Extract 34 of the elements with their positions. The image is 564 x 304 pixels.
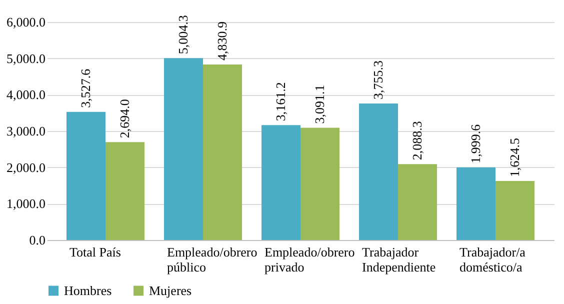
bar (106, 142, 144, 240)
y-tick-label: 3,000.0 (6, 124, 46, 138)
bar (359, 104, 398, 240)
legend-label: Mujeres (149, 282, 192, 298)
x-tick-label: Empleado/obrero público (167, 244, 258, 274)
y-tick-label: 1,000.0 (6, 196, 46, 212)
bar (203, 64, 242, 240)
data-label: 2,088.3 (410, 121, 424, 160)
data-label: 1,999.6 (468, 124, 483, 164)
bar (262, 125, 300, 240)
bar (398, 164, 437, 240)
x-tick-label: Trabajador Independiente (362, 244, 436, 274)
y-tick-label: 6,000.0 (6, 14, 46, 30)
x-tick-label: Trabajador/a doméstico/a (460, 244, 526, 274)
y-tick-label: 5,000.0 (6, 50, 46, 66)
y-tick-label: 0.0 (29, 232, 46, 248)
x-tick-label: Empleado/obrero privado (264, 244, 355, 274)
data-label: 3,161.2 (273, 82, 288, 122)
bar (300, 128, 340, 240)
legend-label: Hombres (64, 282, 112, 298)
data-label: 3,527.6 (78, 68, 93, 108)
bar (456, 167, 496, 240)
y-tick-label: 4,000.0 (6, 87, 46, 102)
bar (164, 58, 203, 240)
y-tick-label: 2,000.0 (6, 160, 46, 175)
data-label: 3,091.1 (312, 84, 327, 124)
data-label: 5,004.3 (176, 15, 190, 54)
bar (66, 112, 106, 240)
data-label: 4,830.9 (214, 21, 230, 60)
data-label: 1,624.5 (507, 138, 522, 177)
data-label: 3,755.3 (370, 60, 386, 100)
bar (496, 180, 534, 240)
data-label: 2,694.0 (117, 99, 132, 138)
x-tick-label: Total País (70, 244, 121, 260)
